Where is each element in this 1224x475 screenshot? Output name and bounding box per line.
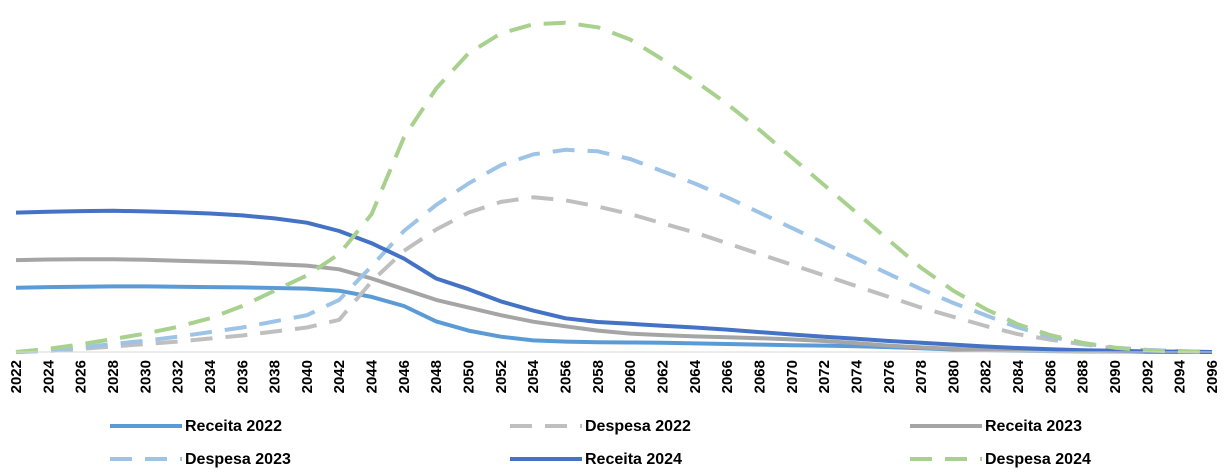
legend-label: Despesa 2024 <box>985 451 1091 468</box>
x-tick-label: 2038 <box>267 360 284 393</box>
legend-label: Receita 2022 <box>185 418 282 435</box>
x-tick-label: 2048 <box>428 360 445 393</box>
x-tick-label: 2066 <box>719 360 736 393</box>
x-tick-label: 2090 <box>1107 360 1124 393</box>
x-tick-label: 2042 <box>331 360 348 393</box>
x-tick-label: 2068 <box>751 360 768 393</box>
legend-item-despesa-2024: Despesa 2024 <box>910 451 1091 468</box>
series-layer <box>15 20 1213 354</box>
x-tick-label: 2058 <box>590 360 607 393</box>
x-tick-label: 2040 <box>299 360 316 393</box>
x-tick-label: 2044 <box>364 359 381 393</box>
x-tick-label: 2092 <box>1139 360 1156 393</box>
x-tick-label: 2086 <box>1042 360 1059 393</box>
x-tick-label: 2082 <box>978 360 995 393</box>
x-tick-label: 2032 <box>170 360 187 393</box>
x-tick-label: 2076 <box>881 360 898 393</box>
x-tick-label: 2084 <box>1010 359 1027 393</box>
x-tick-label: 2070 <box>784 360 801 393</box>
x-tick-label: 2050 <box>461 360 478 393</box>
legend-label: Despesa 2023 <box>185 451 291 468</box>
x-tick-label: 2074 <box>848 359 865 393</box>
x-tick-label: 2062 <box>654 360 671 393</box>
legend: Receita 2022 Despesa 2022 Receita 2023 Desp… <box>110 418 1091 468</box>
x-tick-label: 2024 <box>40 359 57 393</box>
legend-item-receita-2023: Receita 2023 <box>910 418 1082 435</box>
series-line-receita-2024 <box>15 208 1213 354</box>
series-line-receita-2023 <box>15 257 1213 354</box>
x-tick-label: 2046 <box>396 360 413 393</box>
x-tick-label: 2064 <box>687 359 704 393</box>
x-tick-label: 2096 <box>1204 360 1221 393</box>
x-tick-label: 2028 <box>105 360 122 393</box>
series-line-despesa-2022 <box>15 195 1213 354</box>
x-tick-label: 2036 <box>234 360 251 393</box>
x-tick-labels: 2022 2024 2026 2028 2030 2032 2034 2036 2038 2040… <box>8 359 1221 393</box>
x-tick-label: 2034 <box>202 359 219 393</box>
x-tick-label: 2056 <box>558 360 575 393</box>
x-tick-label: 2030 <box>137 360 154 393</box>
x-tick-label: 2072 <box>816 360 833 393</box>
series-line-receita-2022 <box>15 284 1213 354</box>
legend-label: Receita 2024 <box>585 451 682 468</box>
x-tick-label: 2060 <box>622 360 639 393</box>
x-tick-label: 2088 <box>1075 360 1092 393</box>
legend-item-receita-2022: Receita 2022 <box>110 418 282 435</box>
series-line-despesa-2024 <box>15 20 1213 354</box>
legend-item-despesa-2022: Despesa 2022 <box>510 418 691 435</box>
x-tick-label: 2052 <box>493 360 510 393</box>
legend-item-receita-2024: Receita 2024 <box>510 451 682 468</box>
series-line-despesa-2023 <box>15 147 1213 354</box>
x-tick-label: 2054 <box>525 359 542 393</box>
x-tick-label: 2080 <box>945 360 962 393</box>
x-tick-label: 2026 <box>73 360 90 393</box>
x-tick-label: 2078 <box>913 360 930 393</box>
x-tick-label: 2094 <box>1172 359 1189 393</box>
legend-label: Receita 2023 <box>985 418 1082 435</box>
x-tick-label: 2022 <box>8 360 25 393</box>
legend-item-despesa-2023: Despesa 2023 <box>110 451 291 468</box>
legend-label: Despesa 2022 <box>585 418 691 435</box>
